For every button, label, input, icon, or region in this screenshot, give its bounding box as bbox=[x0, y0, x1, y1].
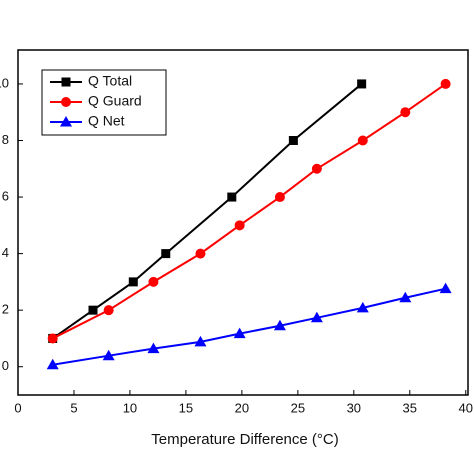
series-line bbox=[52, 83, 447, 340]
marker bbox=[399, 291, 412, 303]
legend-label: Q Net bbox=[88, 113, 125, 129]
y-tick-label: 0 bbox=[2, 358, 9, 373]
x-tick-label: 40 bbox=[459, 400, 473, 415]
marker bbox=[357, 135, 368, 146]
marker bbox=[311, 163, 322, 174]
x-tick-label: 20 bbox=[235, 400, 249, 415]
marker bbox=[103, 305, 114, 316]
marker bbox=[147, 342, 160, 354]
marker bbox=[310, 311, 323, 323]
marker bbox=[60, 116, 72, 127]
marker bbox=[357, 79, 367, 89]
marker bbox=[227, 192, 237, 202]
y-tick-label: 4 bbox=[2, 245, 9, 260]
y-tick-label: 6 bbox=[2, 188, 9, 203]
x-tick-label: 15 bbox=[179, 400, 193, 415]
y-tick-label: 8 bbox=[2, 132, 9, 147]
x-tick-label: 0 bbox=[14, 400, 21, 415]
marker bbox=[61, 97, 71, 107]
marker bbox=[233, 327, 246, 339]
marker bbox=[161, 249, 171, 259]
marker bbox=[148, 276, 159, 287]
y-tick-label: 2 bbox=[2, 302, 9, 317]
x-tick-label: 35 bbox=[403, 400, 417, 415]
x-tick-label: 10 bbox=[123, 400, 137, 415]
legend-label: Q Total bbox=[88, 73, 132, 89]
x-axis-label: Temperature Difference (°C) bbox=[151, 431, 338, 448]
plot-frame bbox=[17, 49, 469, 396]
marker bbox=[439, 282, 452, 294]
series-line bbox=[52, 287, 446, 366]
y-tick-label: 10 bbox=[0, 75, 9, 90]
marker bbox=[47, 333, 58, 344]
x-tick-label: 25 bbox=[291, 400, 305, 415]
marker bbox=[273, 319, 286, 331]
x-tick-label: 30 bbox=[347, 400, 361, 415]
marker bbox=[195, 248, 206, 259]
marker bbox=[194, 335, 207, 347]
marker bbox=[88, 305, 98, 315]
legend-label: Q Guard bbox=[88, 93, 142, 109]
marker bbox=[356, 301, 369, 313]
marker bbox=[274, 192, 285, 203]
marker bbox=[400, 107, 411, 118]
x-tick-label: 5 bbox=[70, 400, 77, 415]
marker bbox=[440, 78, 451, 89]
marker bbox=[288, 135, 298, 145]
marker bbox=[46, 358, 59, 370]
marker bbox=[61, 77, 71, 87]
marker bbox=[128, 277, 138, 287]
marker bbox=[234, 220, 245, 231]
marker bbox=[102, 349, 115, 361]
